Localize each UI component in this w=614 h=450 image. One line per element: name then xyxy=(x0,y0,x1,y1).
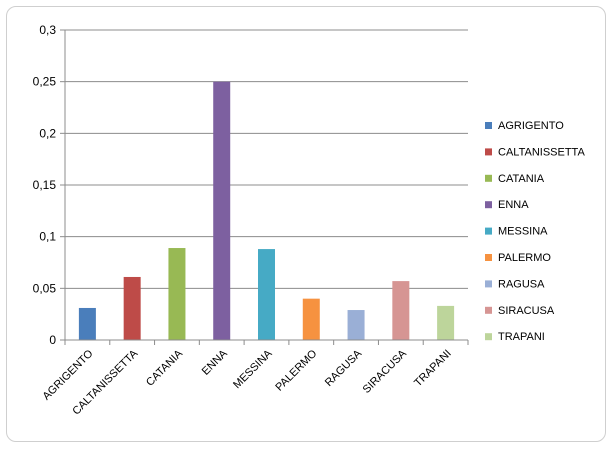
y-tick-label: 0,15 xyxy=(33,178,57,192)
legend-entry: CALTANISSETTA xyxy=(498,146,585,158)
legend-entry: RAGUSA xyxy=(498,278,545,290)
x-tick-label: ENNA xyxy=(200,347,231,378)
x-tick-label: PALERMO xyxy=(273,347,319,393)
bar-ragusa xyxy=(347,310,365,340)
legend-swatch xyxy=(485,148,492,156)
legend-entry: SIRACUSA xyxy=(498,305,555,317)
legend-entry: PALERMO xyxy=(498,252,551,264)
legend-swatch xyxy=(485,306,492,314)
legend: AGRIGENTO CALTANISSETTA CATANIA ENNA MESSINA… xyxy=(485,120,585,343)
y-axis-ticks: 0 0,05 0,1 0,15 0,2 0,25 0,3 xyxy=(33,23,65,347)
y-tick-label: 0 xyxy=(49,333,56,347)
legend-swatch xyxy=(485,227,492,235)
legend-swatch xyxy=(485,333,492,341)
bar-messina xyxy=(258,249,275,340)
legend-entry: CATANIA xyxy=(498,173,545,185)
bar-enna xyxy=(213,81,231,341)
bar-palermo xyxy=(302,298,320,340)
bar-caltanissetta xyxy=(123,276,141,340)
x-tick-label: RAGUSA xyxy=(323,347,365,389)
axes xyxy=(64,30,468,341)
legend-entry: MESSINA xyxy=(498,226,548,238)
bars xyxy=(78,81,455,341)
y-tick-label: 0,3 xyxy=(39,23,56,37)
legend-entry: AGRIGENTO xyxy=(498,120,564,132)
bar-catania xyxy=(168,248,186,340)
legend-swatch xyxy=(485,201,492,209)
bar-siracusa xyxy=(392,281,410,340)
legend-swatch xyxy=(485,122,492,129)
bar-trapani xyxy=(437,305,455,340)
y-tick-label: 0,05 xyxy=(33,281,57,295)
bar-agrigento xyxy=(78,307,96,340)
legend-entry: ENNA xyxy=(498,199,529,211)
y-tick-label: 0,25 xyxy=(33,75,57,89)
x-tick-label: MESSINA xyxy=(231,347,275,391)
legend-swatch xyxy=(485,254,492,261)
x-tick-label: CATANIA xyxy=(144,347,186,389)
chart-frame xyxy=(6,6,606,442)
y-tick-label: 0,1 xyxy=(39,230,56,244)
legend-swatch xyxy=(485,280,492,288)
x-tick-label: SIRACUSA xyxy=(361,347,410,396)
legend-entry: TRAPANI xyxy=(498,331,545,343)
y-tick-label: 0,2 xyxy=(39,126,56,140)
x-tick-label: TRAPANI xyxy=(412,348,454,390)
legend-swatch xyxy=(485,174,492,182)
